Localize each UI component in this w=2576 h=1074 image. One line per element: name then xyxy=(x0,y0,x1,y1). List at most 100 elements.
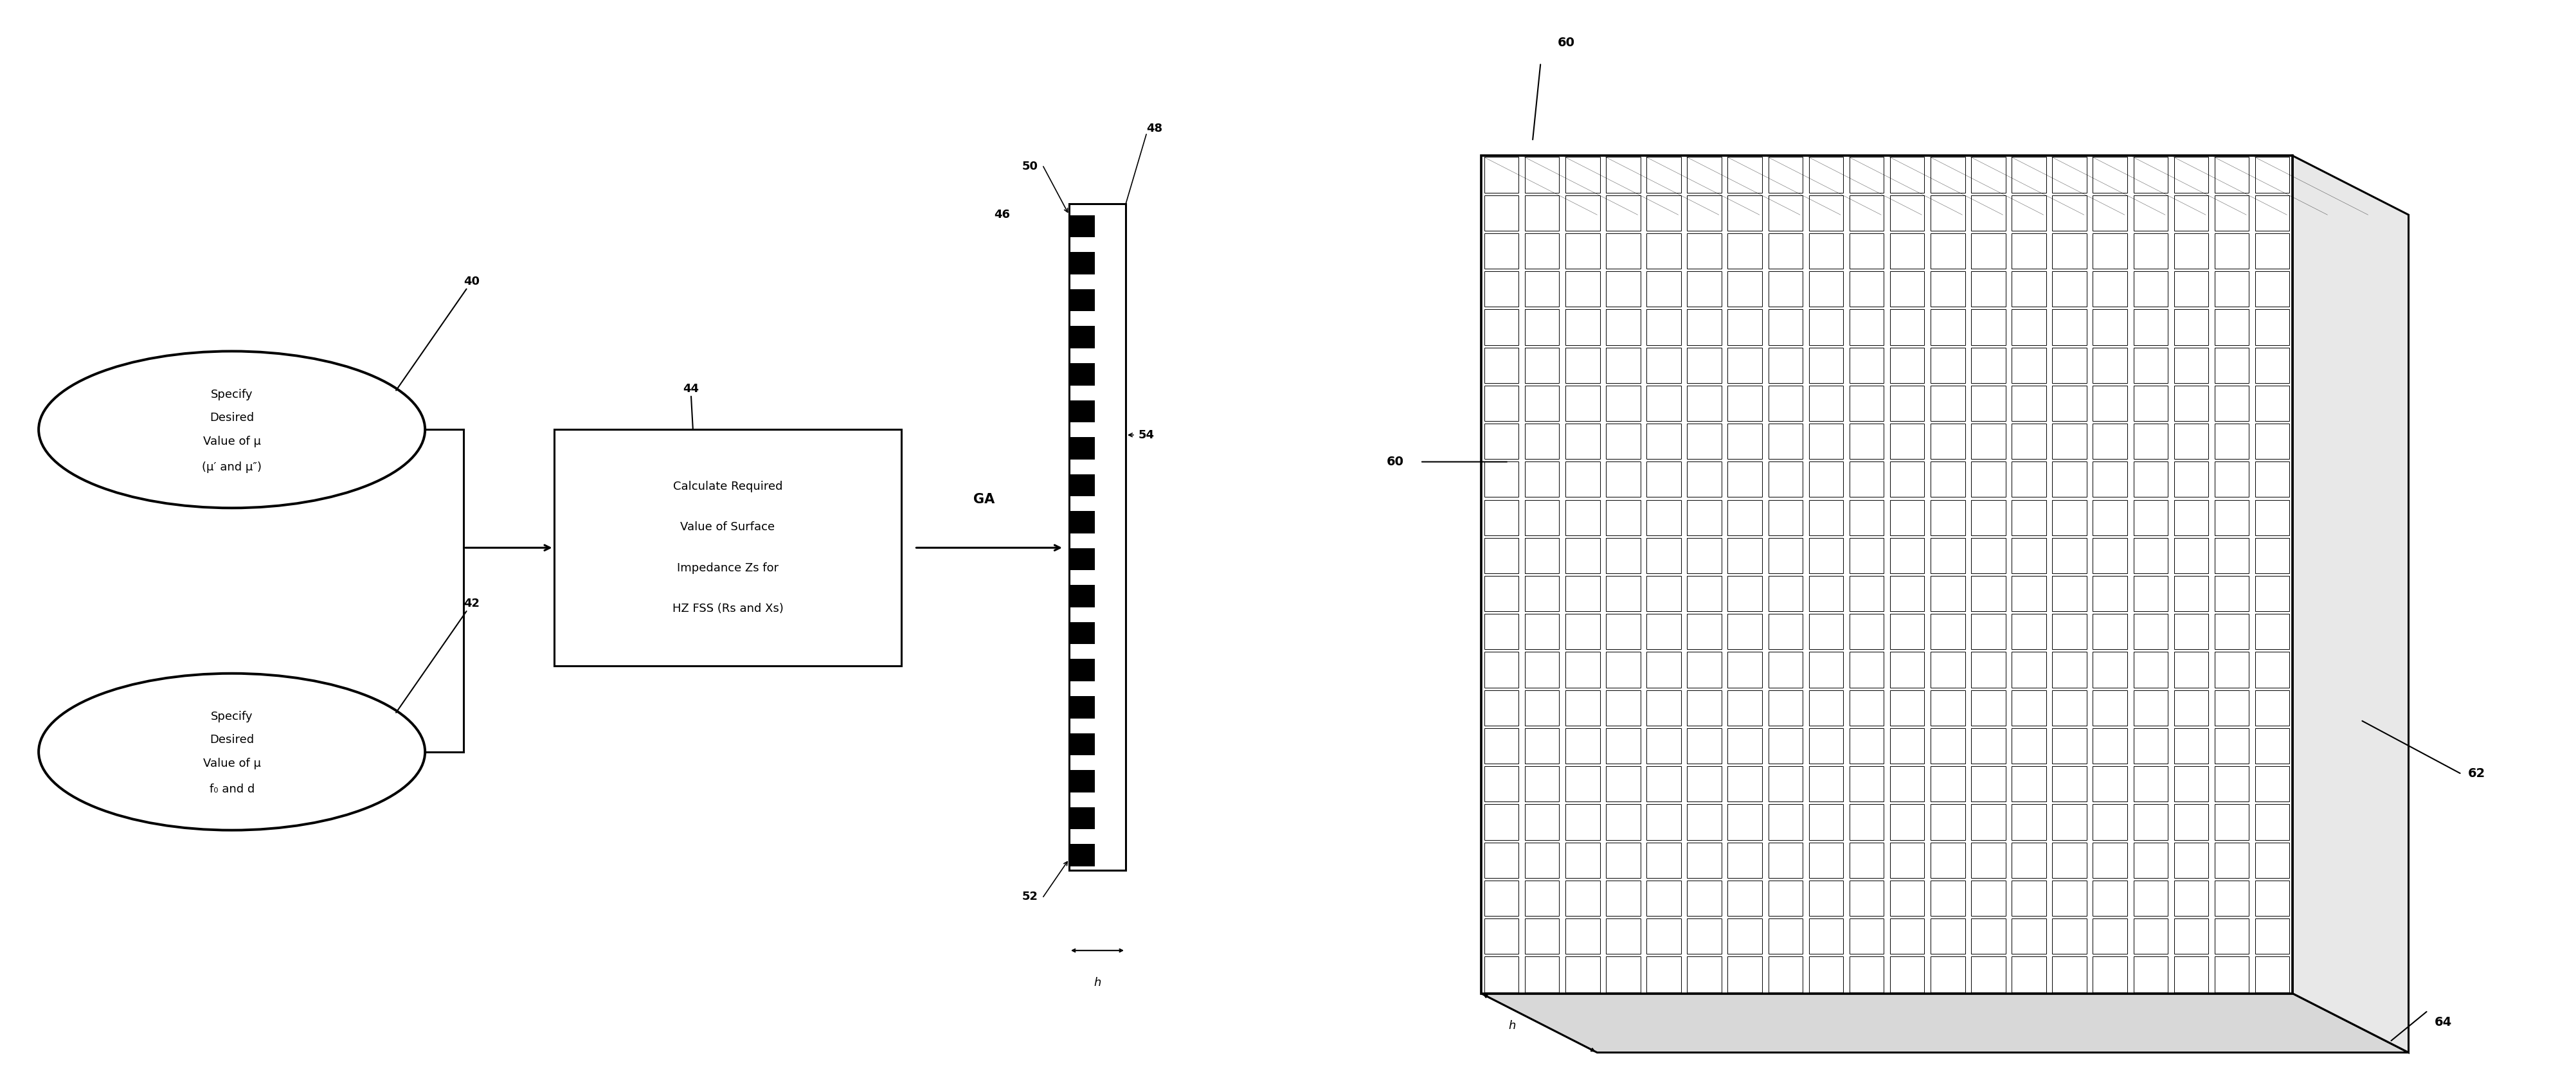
Bar xyxy=(1566,842,1600,877)
Bar xyxy=(1767,691,1803,726)
Bar xyxy=(2092,309,2128,345)
Bar xyxy=(2254,462,2290,497)
Bar xyxy=(2053,538,2087,574)
Bar xyxy=(1481,156,2293,993)
Text: f₀ and d: f₀ and d xyxy=(209,784,255,795)
Bar xyxy=(2174,386,2208,421)
Bar xyxy=(1069,585,1095,607)
Bar xyxy=(2012,386,2045,421)
Bar xyxy=(1566,538,1600,574)
Bar xyxy=(1728,842,1762,877)
Bar xyxy=(1728,766,1762,802)
Bar xyxy=(1808,538,1844,574)
Text: 40: 40 xyxy=(397,276,479,391)
Bar xyxy=(2092,462,2128,497)
Bar xyxy=(1728,918,1762,954)
Bar xyxy=(2174,538,2208,574)
Bar xyxy=(1069,622,1095,644)
Bar xyxy=(1850,462,1883,497)
Bar xyxy=(1850,423,1883,459)
Bar xyxy=(2254,804,2290,840)
Bar xyxy=(1891,691,1924,726)
Bar xyxy=(1728,957,1762,992)
Bar xyxy=(1484,576,1520,611)
Bar xyxy=(1929,195,1965,231)
Bar xyxy=(1850,957,1883,992)
Bar xyxy=(1971,499,2007,535)
Bar xyxy=(1767,423,1803,459)
Text: 50: 50 xyxy=(1023,161,1038,172)
Bar xyxy=(1566,728,1600,764)
Bar xyxy=(1929,576,1965,611)
Bar xyxy=(2215,423,2249,459)
Bar xyxy=(1069,474,1095,496)
Bar xyxy=(1605,576,1641,611)
Bar xyxy=(2133,309,2169,345)
Bar xyxy=(1850,576,1883,611)
Bar xyxy=(1929,347,1965,383)
Bar xyxy=(1484,233,1520,268)
Bar xyxy=(1808,918,1844,954)
Bar xyxy=(1850,652,1883,687)
Bar xyxy=(1069,215,1095,237)
Bar xyxy=(2174,423,2208,459)
Bar xyxy=(2254,652,2290,687)
Bar xyxy=(2174,842,2208,877)
Text: HZ FSS (Rs and Xs): HZ FSS (Rs and Xs) xyxy=(672,604,783,614)
Bar xyxy=(1605,309,1641,345)
Bar xyxy=(1728,233,1762,268)
Bar xyxy=(1891,386,1924,421)
Bar xyxy=(1687,918,1721,954)
Bar xyxy=(1687,309,1721,345)
Bar xyxy=(2133,614,2169,650)
Bar xyxy=(2174,309,2208,345)
Bar xyxy=(1728,728,1762,764)
Bar xyxy=(1891,614,1924,650)
Bar xyxy=(2174,766,2208,802)
Bar xyxy=(2174,957,2208,992)
Bar xyxy=(2012,652,2045,687)
Bar xyxy=(2174,499,2208,535)
Bar xyxy=(1605,233,1641,268)
Bar xyxy=(2092,538,2128,574)
Text: 60: 60 xyxy=(1386,455,1404,468)
Bar xyxy=(1808,272,1844,307)
Bar xyxy=(1605,804,1641,840)
Bar xyxy=(1069,770,1095,793)
Bar xyxy=(1566,957,1600,992)
Bar xyxy=(1808,233,1844,268)
Bar xyxy=(1525,614,1558,650)
Bar xyxy=(1484,614,1520,650)
Bar xyxy=(2215,652,2249,687)
Bar xyxy=(1646,652,1682,687)
Bar xyxy=(1808,728,1844,764)
Text: h: h xyxy=(1510,1020,1515,1031)
Bar xyxy=(1850,918,1883,954)
Bar xyxy=(2133,423,2169,459)
Bar xyxy=(1929,957,1965,992)
Bar xyxy=(2215,499,2249,535)
Bar xyxy=(2053,842,2087,877)
Bar xyxy=(1728,538,1762,574)
Bar xyxy=(2012,881,2045,916)
Text: 60: 60 xyxy=(1558,37,1574,49)
Bar xyxy=(2133,499,2169,535)
Bar xyxy=(1891,918,1924,954)
Bar xyxy=(2133,766,2169,802)
Bar xyxy=(1484,728,1520,764)
Bar xyxy=(2133,462,2169,497)
Bar xyxy=(1566,157,1600,192)
Bar xyxy=(1566,614,1600,650)
Bar xyxy=(1971,614,2007,650)
Bar xyxy=(2174,652,2208,687)
Bar xyxy=(2053,804,2087,840)
Bar xyxy=(1646,347,1682,383)
Bar xyxy=(1971,272,2007,307)
Bar xyxy=(2092,842,2128,877)
Bar xyxy=(1069,548,1095,570)
Text: Impedance Zs for: Impedance Zs for xyxy=(677,563,778,574)
Bar xyxy=(1069,659,1095,681)
Bar xyxy=(2053,423,2087,459)
Bar xyxy=(1484,691,1520,726)
Bar xyxy=(1687,957,1721,992)
